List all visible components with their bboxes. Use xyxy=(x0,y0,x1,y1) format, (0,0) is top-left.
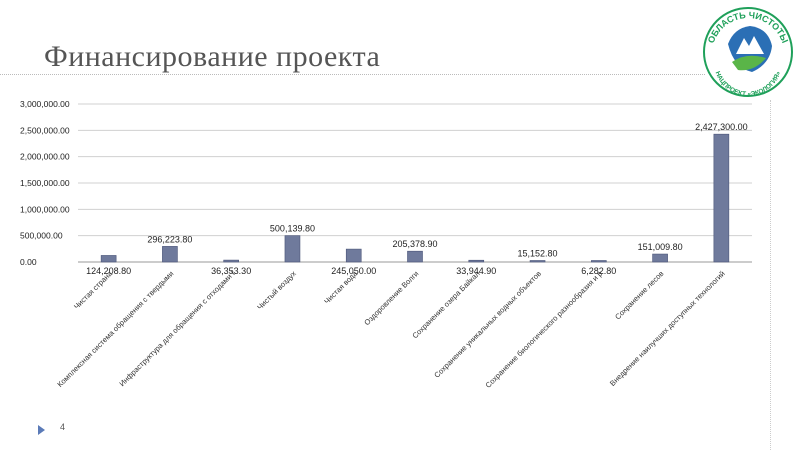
x-tick-label: Чистый воздух xyxy=(255,269,298,312)
title-divider xyxy=(0,74,705,75)
data-label: 205,378.90 xyxy=(392,239,437,249)
bar xyxy=(162,246,178,263)
bars xyxy=(100,133,730,263)
bar xyxy=(223,259,239,263)
x-tick-label: Сохранение уникальных водных объектов xyxy=(432,269,543,380)
x-tick-label: Сохранение лесов xyxy=(613,269,665,321)
logo-leaf-shape xyxy=(732,55,766,71)
right-divider xyxy=(770,100,771,450)
x-tick-label: Оздоровление Волги xyxy=(362,269,420,327)
bar xyxy=(100,255,117,263)
y-tick-label: 500,000.00 xyxy=(20,231,63,241)
y-tick-label: 1,000,000.00 xyxy=(20,204,70,214)
x-tick-label: Сохранение озера Байкал xyxy=(410,269,481,340)
bar xyxy=(345,248,362,263)
y-tick-labels: 0.00 500,000.00 1,000,000.00 1,500,000.00 2,… xyxy=(20,99,70,267)
x-tick-label: Комплексная система обращения с твердыми xyxy=(55,269,175,389)
page-number: 4 xyxy=(60,422,66,432)
logo-mountain-shape xyxy=(736,36,764,54)
x-tick-label: Сохранение биологического разнообразия и… xyxy=(484,269,605,390)
bar xyxy=(529,260,546,263)
x-tick-label: Инфраструктура для обращения с отходами … xyxy=(117,269,236,388)
bar xyxy=(713,133,730,263)
data-label: 15,152.80 xyxy=(518,249,558,259)
data-label: 296,223.80 xyxy=(147,234,192,244)
funding-bar-chart: 0.00 500,000.00 1,000,000.00 1,500,000.00 2,… xyxy=(20,99,752,390)
data-label: 245,050.00 xyxy=(331,266,376,276)
bar xyxy=(407,250,423,263)
bar xyxy=(591,260,607,263)
y-tick-label: 2,500,000.00 xyxy=(20,125,70,135)
slide-nav-arrow-icon[interactable] xyxy=(38,425,45,435)
data-label: 500,139.80 xyxy=(270,224,315,234)
oblast-chistoty-logo-icon: ОБЛАСТЬ ЧИСТОТЫ НАЦПРОЕКТ «ЭКОЛОГИЯ» xyxy=(703,7,793,98)
data-label: 124,208.80 xyxy=(86,266,131,276)
y-tick-label: 2,000,000.00 xyxy=(20,152,70,162)
bar xyxy=(284,235,301,263)
x-tick-label: Внедрение наилучших доступных технологий xyxy=(608,269,727,388)
bar xyxy=(652,253,668,263)
slide-title: Финансирование проекта xyxy=(44,40,381,73)
data-label: 2,427,300.00 xyxy=(695,122,748,132)
y-tick-label: 1,500,000.00 xyxy=(20,178,70,188)
data-label: 6,282.80 xyxy=(581,266,616,276)
data-label: 36,353.30 xyxy=(211,266,251,276)
bar xyxy=(468,259,485,263)
y-tick-label: 0.00 xyxy=(20,257,37,267)
data-label: 33,944.90 xyxy=(456,266,496,276)
data-labels: 124,208.80 296,223.80 36,353.30 500,139.80 2… xyxy=(86,122,748,276)
y-tick-label: 3,000,000.00 xyxy=(20,99,70,109)
data-label: 151,009.80 xyxy=(638,242,683,252)
